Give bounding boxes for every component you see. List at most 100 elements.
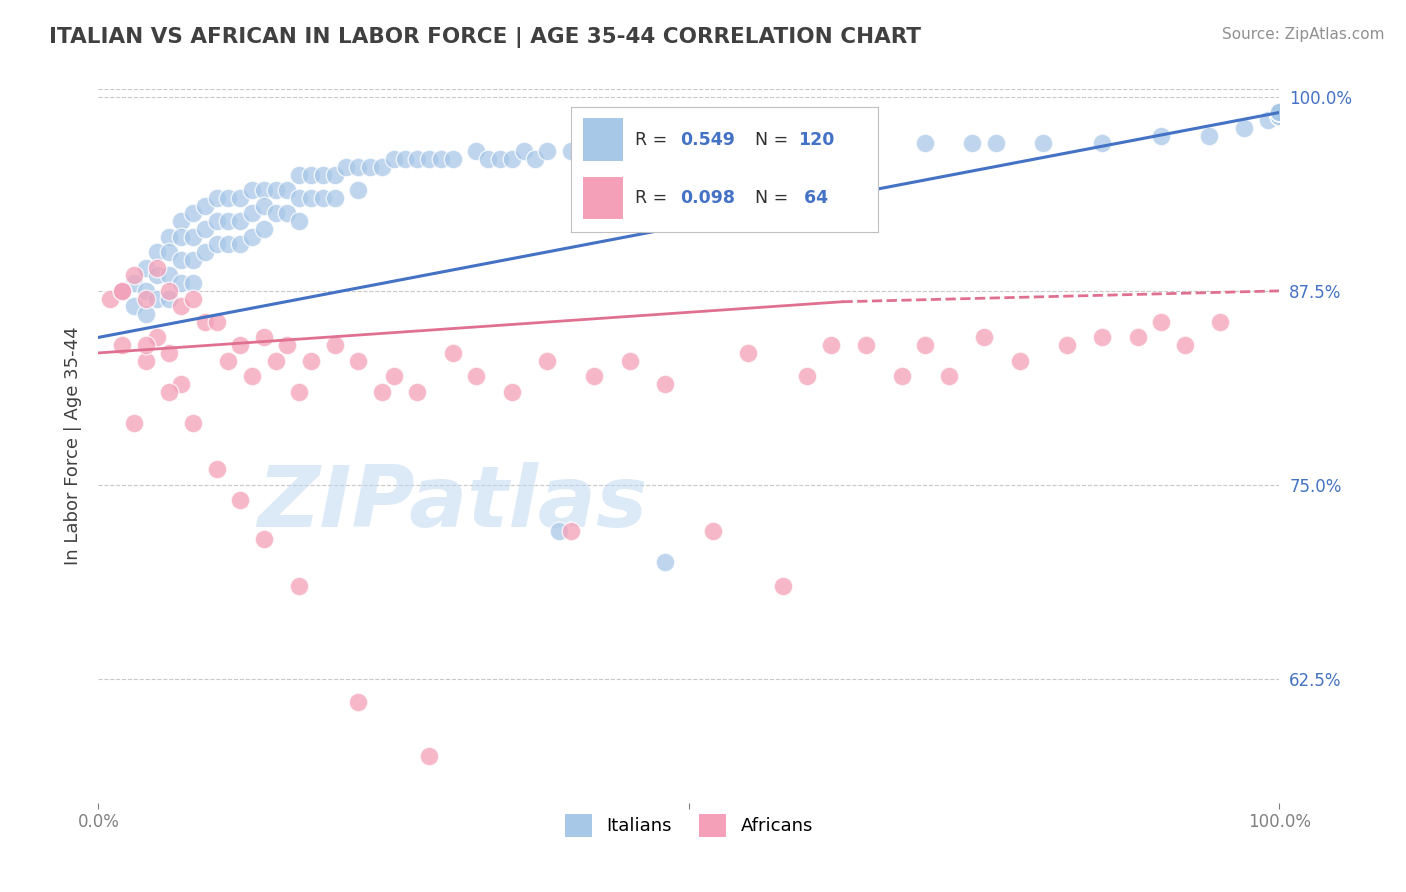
Point (194, 245, 217, 260)
Point (465, 145, 488, 159)
Point (1268, 105, 1291, 120)
Point (288, 384, 311, 399)
Point (1268, 105, 1291, 120)
Point (820, 338, 842, 352)
Point (135, 307, 157, 321)
Point (560, 145, 582, 159)
Point (135, 284, 157, 298)
Point (1150, 315, 1173, 329)
Point (122, 268, 145, 283)
Point (205, 315, 228, 329)
Point (205, 191, 228, 205)
Point (181, 229, 204, 244)
Point (253, 532, 276, 546)
Point (1126, 330, 1149, 344)
Point (111, 284, 134, 298)
Point (406, 384, 429, 399)
Point (299, 191, 322, 205)
Point (1268, 105, 1291, 120)
Point (229, 191, 252, 205)
Point (157, 384, 180, 399)
Point (288, 168, 311, 182)
Point (146, 245, 169, 260)
Point (1091, 330, 1114, 344)
Point (323, 168, 346, 182)
Point (157, 346, 180, 360)
Point (1268, 105, 1291, 120)
Point (1268, 109, 1291, 123)
Point (725, 145, 748, 159)
Point (501, 152, 523, 166)
Point (1150, 128, 1173, 143)
Point (240, 183, 263, 197)
Point (1032, 136, 1054, 151)
Point (181, 416, 204, 430)
Point (276, 183, 298, 197)
Point (146, 330, 169, 344)
Point (1268, 105, 1291, 120)
Point (276, 206, 298, 220)
Point (181, 292, 204, 306)
Point (240, 229, 263, 244)
Point (654, 376, 676, 391)
Point (984, 136, 1007, 151)
Point (347, 160, 370, 174)
Point (240, 369, 263, 384)
Point (122, 299, 145, 313)
Point (253, 183, 276, 197)
Point (1268, 109, 1291, 123)
Point (430, 152, 453, 166)
Point (394, 152, 416, 166)
Point (323, 338, 346, 352)
Point (1268, 105, 1291, 120)
Point (312, 168, 335, 182)
Point (406, 152, 429, 166)
Point (157, 284, 180, 298)
Point (630, 145, 652, 159)
Point (1268, 109, 1291, 123)
Y-axis label: In Labor Force | Age 35-44: In Labor Force | Age 35-44 (63, 326, 82, 566)
Point (217, 214, 239, 228)
Point (253, 330, 276, 344)
Point (512, 145, 534, 159)
Point (524, 152, 547, 166)
Point (347, 183, 370, 197)
Point (1056, 338, 1078, 352)
Point (1268, 105, 1291, 120)
Point (217, 353, 239, 368)
Point (583, 145, 606, 159)
Point (229, 237, 252, 252)
Point (914, 136, 936, 151)
Point (170, 276, 193, 290)
Point (122, 416, 145, 430)
Point (441, 346, 464, 360)
Point (111, 284, 134, 298)
Text: ITALIAN VS AFRICAN IN LABOR FORCE | AGE 35-44 CORRELATION CHART: ITALIAN VS AFRICAN IN LABOR FORCE | AGE … (49, 27, 921, 48)
Point (1268, 105, 1291, 120)
Point (194, 315, 217, 329)
Point (347, 695, 370, 709)
Point (654, 555, 676, 569)
Point (111, 338, 134, 352)
Point (1174, 338, 1197, 352)
Point (536, 353, 558, 368)
Point (359, 160, 381, 174)
Point (122, 276, 145, 290)
Point (170, 252, 193, 267)
Point (157, 245, 180, 260)
Point (1233, 120, 1256, 135)
Point (347, 353, 370, 368)
Point (1209, 315, 1232, 329)
Point (382, 369, 405, 384)
Point (855, 338, 877, 352)
Point (205, 462, 228, 476)
Point (1268, 105, 1291, 120)
Point (299, 168, 322, 182)
Point (170, 214, 193, 228)
Point (418, 152, 440, 166)
Point (288, 579, 311, 593)
Point (229, 493, 252, 508)
Point (1268, 105, 1291, 120)
Point (205, 214, 228, 228)
Point (135, 260, 157, 275)
